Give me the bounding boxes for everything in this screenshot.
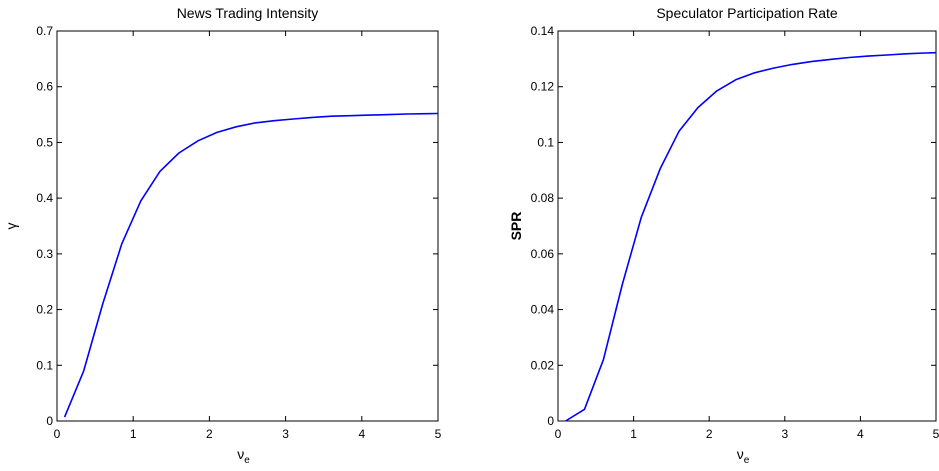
y-tick-label: 0.1	[537, 135, 554, 149]
y-tick-label: 0.6	[36, 80, 53, 94]
x-axis-label: νe	[237, 446, 250, 466]
y-tick-label: 0.2	[36, 303, 53, 317]
plot-frame	[557, 30, 937, 422]
x-tick-label: 1	[630, 427, 637, 441]
x-tick-label: 4	[857, 427, 864, 441]
y-tick-label: 0	[547, 414, 554, 428]
chart-title: News Trading Intensity	[177, 5, 319, 21]
y-tick-label: 0.06	[531, 247, 555, 261]
chart-title: Speculator Participation Rate	[656, 5, 838, 21]
y-tick-label: 0.04	[531, 303, 555, 317]
y-axis-label: γ	[3, 223, 19, 230]
y-tick-label: 0.7	[36, 24, 53, 38]
y-tick-label: 0.02	[531, 358, 555, 372]
y-tick-label: 0.12	[531, 80, 555, 94]
y-tick-label: 0.3	[36, 247, 53, 261]
x-tick-label: 3	[781, 427, 788, 441]
y-tick-label: 0.5	[36, 135, 53, 149]
y-tick-label: 0.1	[36, 358, 53, 372]
x-tick-label: 3	[282, 427, 289, 441]
y-tick-label: 0.14	[531, 24, 555, 38]
x-tick-label: 2	[706, 427, 713, 441]
x-tick-label: 0	[555, 427, 562, 441]
chart-panel-speculator-participation: 0 1 2 3 4 5 0 0.02 0.04 0.06 0.08 0.1 0.12 0.14 Specul…	[508, 5, 939, 466]
x-tick-label: 1	[130, 427, 137, 441]
x-tick-label: 4	[358, 427, 365, 441]
y-tick-label: 0	[46, 414, 53, 428]
x-tick-label: 0	[54, 427, 61, 441]
y-tick-label: 0.4	[36, 191, 53, 205]
x-tick-label: 5	[435, 427, 442, 441]
x-tick-label: 5	[933, 427, 939, 441]
x-tick-label: 2	[206, 427, 213, 441]
y-tick-label: 0.08	[531, 191, 555, 205]
plot-frame	[56, 30, 439, 422]
chart-panel-news-trading: 0 1 2 3 4 5 0 0.1 0.2 0.3 0.4 0.5 0.6 0.7 News Trading…	[3, 5, 442, 466]
y-axis-label: SPR	[508, 212, 524, 241]
series-line	[63, 112, 439, 418]
x-axis-label: νe	[737, 446, 750, 466]
series-line	[565, 51, 937, 422]
